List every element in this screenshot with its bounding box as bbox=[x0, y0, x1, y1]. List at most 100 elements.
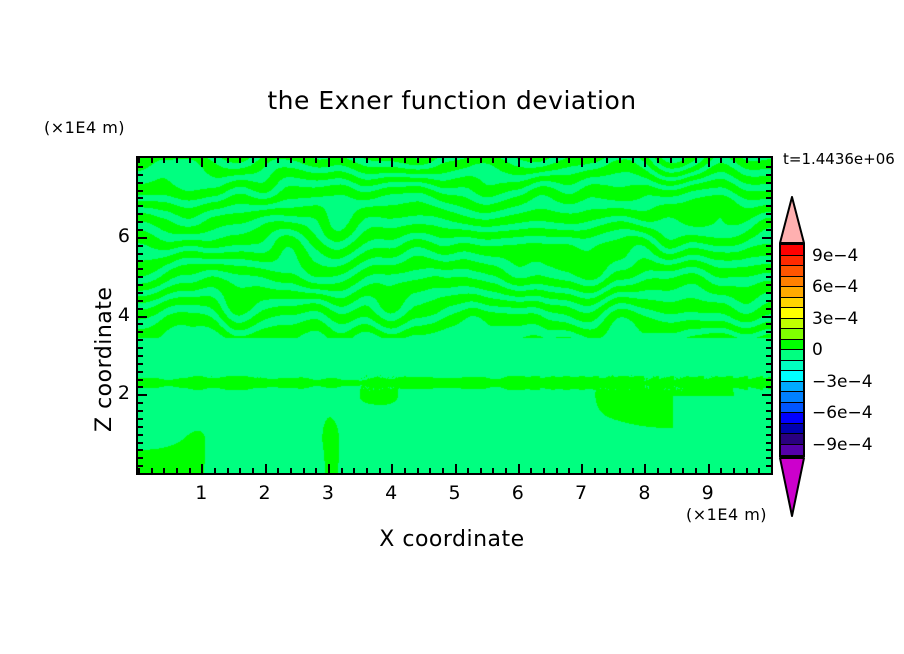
y-minor-tick bbox=[138, 190, 143, 192]
x-minor-tick bbox=[138, 468, 140, 473]
x-axis-title: X coordinate bbox=[379, 527, 525, 552]
colorbar-tick-label: −3e−4 bbox=[812, 371, 873, 392]
y-minor-tick bbox=[138, 449, 143, 451]
y-minor-tick-right bbox=[766, 449, 771, 451]
x-minor-tick-top bbox=[733, 158, 735, 163]
x-major-tick-top bbox=[518, 158, 520, 167]
x-minor-tick-top bbox=[252, 158, 254, 163]
x-minor-tick bbox=[417, 468, 419, 473]
x-major-tick-top bbox=[391, 158, 393, 167]
page-title: the Exner function deviation bbox=[267, 86, 637, 115]
x-minor-tick-top bbox=[429, 158, 431, 163]
y-axis-unit-label: (×1E4 m) bbox=[44, 118, 126, 137]
y-minor-tick-right bbox=[766, 323, 771, 325]
x-minor-tick-top bbox=[277, 158, 279, 163]
colorbar-segment bbox=[781, 360, 803, 371]
x-major-tick-top bbox=[455, 158, 457, 167]
x-minor-tick-top bbox=[404, 158, 406, 163]
colorbar-segment bbox=[781, 381, 803, 392]
y-minor-tick bbox=[138, 268, 143, 270]
y-tick-label: 4 bbox=[117, 303, 130, 326]
y-minor-tick bbox=[138, 205, 143, 207]
x-minor-tick bbox=[568, 468, 570, 473]
y-minor-tick-right bbox=[766, 473, 771, 475]
x-minor-tick bbox=[492, 468, 494, 473]
y-minor-tick bbox=[138, 229, 143, 231]
x-tick-label: 5 bbox=[448, 482, 461, 504]
x-minor-tick bbox=[733, 468, 735, 473]
x-major-tick bbox=[644, 464, 646, 473]
x-minor-tick-top bbox=[315, 158, 317, 163]
y-minor-tick bbox=[138, 386, 143, 388]
y-minor-tick-right bbox=[766, 308, 771, 310]
colorbar-segment bbox=[781, 434, 803, 445]
y-major-tick bbox=[138, 394, 147, 396]
x-major-tick bbox=[265, 464, 267, 473]
x-minor-tick bbox=[214, 468, 216, 473]
y-minor-tick-right bbox=[766, 465, 771, 467]
y-tick-label: 2 bbox=[117, 382, 130, 405]
x-minor-tick-top bbox=[556, 158, 558, 163]
y-minor-tick bbox=[138, 473, 143, 475]
x-minor-tick-top bbox=[442, 158, 444, 163]
y-minor-tick-right bbox=[766, 253, 771, 255]
colorbar-tick-label: 9e−4 bbox=[812, 245, 859, 266]
y-minor-tick-right bbox=[766, 260, 771, 262]
x-major-tick bbox=[391, 464, 393, 473]
colorbar-segment bbox=[781, 297, 803, 308]
y-minor-tick-right bbox=[766, 434, 771, 436]
y-minor-tick-right bbox=[766, 418, 771, 420]
x-minor-tick bbox=[290, 468, 292, 473]
y-minor-tick-right bbox=[766, 292, 771, 294]
colorbar-segment bbox=[781, 392, 803, 403]
colorbar[interactable]: 9e−4 6e−4 3e−4 0 −3e−4 −6e−4 −9e−4 bbox=[779, 196, 899, 517]
x-tick-label: 7 bbox=[575, 482, 588, 504]
colorbar-tick-label: 0 bbox=[812, 340, 823, 360]
x-major-tick-top bbox=[581, 158, 583, 167]
colorbar-segment bbox=[781, 371, 803, 382]
x-minor-tick bbox=[176, 468, 178, 473]
x-minor-tick-top bbox=[138, 158, 140, 163]
x-minor-tick bbox=[619, 468, 621, 473]
x-axis-unit-label: (×1E4 m) bbox=[686, 505, 768, 524]
x-minor-tick bbox=[682, 468, 684, 473]
x-major-tick-top bbox=[328, 158, 330, 167]
y-minor-tick bbox=[138, 442, 143, 444]
x-minor-tick bbox=[632, 468, 634, 473]
y-minor-tick-right bbox=[766, 213, 771, 215]
x-minor-tick-top bbox=[682, 158, 684, 163]
x-minor-tick-top bbox=[303, 158, 305, 163]
y-minor-tick-right bbox=[766, 284, 771, 286]
x-minor-tick-top bbox=[594, 158, 596, 163]
x-minor-tick-top bbox=[239, 158, 241, 163]
colorbar-tick-label: 6e−4 bbox=[812, 277, 859, 297]
x-minor-tick-top bbox=[746, 158, 748, 163]
y-minor-tick bbox=[138, 300, 143, 302]
y-minor-tick-right bbox=[766, 379, 771, 381]
x-minor-tick bbox=[670, 468, 672, 473]
colorbar-segment bbox=[781, 276, 803, 287]
contour-plot-area[interactable] bbox=[136, 156, 773, 475]
y-minor-tick-right bbox=[766, 205, 771, 207]
y-minor-tick bbox=[138, 410, 143, 412]
x-minor-tick bbox=[746, 468, 748, 473]
x-minor-tick-top bbox=[379, 158, 381, 163]
y-major-tick bbox=[138, 237, 147, 239]
x-minor-tick bbox=[315, 468, 317, 473]
y-minor-tick-right bbox=[766, 355, 771, 357]
x-minor-tick-top bbox=[214, 158, 216, 163]
x-minor-tick bbox=[303, 468, 305, 473]
x-minor-tick-top bbox=[353, 158, 355, 163]
x-minor-tick bbox=[353, 468, 355, 473]
colorbar-gradient-bar[interactable] bbox=[779, 243, 805, 457]
x-tick-label: 9 bbox=[701, 482, 714, 504]
y-minor-tick bbox=[138, 457, 143, 459]
y-minor-tick bbox=[138, 213, 143, 215]
contour-field bbox=[138, 158, 771, 473]
x-minor-tick-top bbox=[227, 158, 229, 163]
colorbar-segment bbox=[781, 339, 803, 350]
x-minor-tick-top bbox=[632, 158, 634, 163]
y-minor-tick-right bbox=[766, 221, 771, 223]
x-minor-tick-top bbox=[619, 158, 621, 163]
x-minor-tick-top bbox=[480, 158, 482, 163]
